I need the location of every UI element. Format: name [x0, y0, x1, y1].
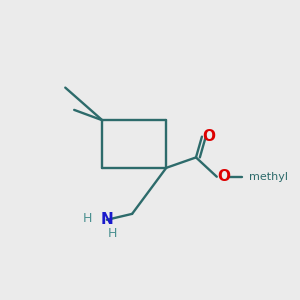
- Text: H: H: [83, 212, 92, 225]
- Text: H: H: [108, 227, 118, 240]
- Text: N: N: [100, 212, 113, 227]
- Text: methyl: methyl: [250, 172, 289, 182]
- Text: O: O: [202, 129, 215, 144]
- Text: O: O: [217, 169, 230, 184]
